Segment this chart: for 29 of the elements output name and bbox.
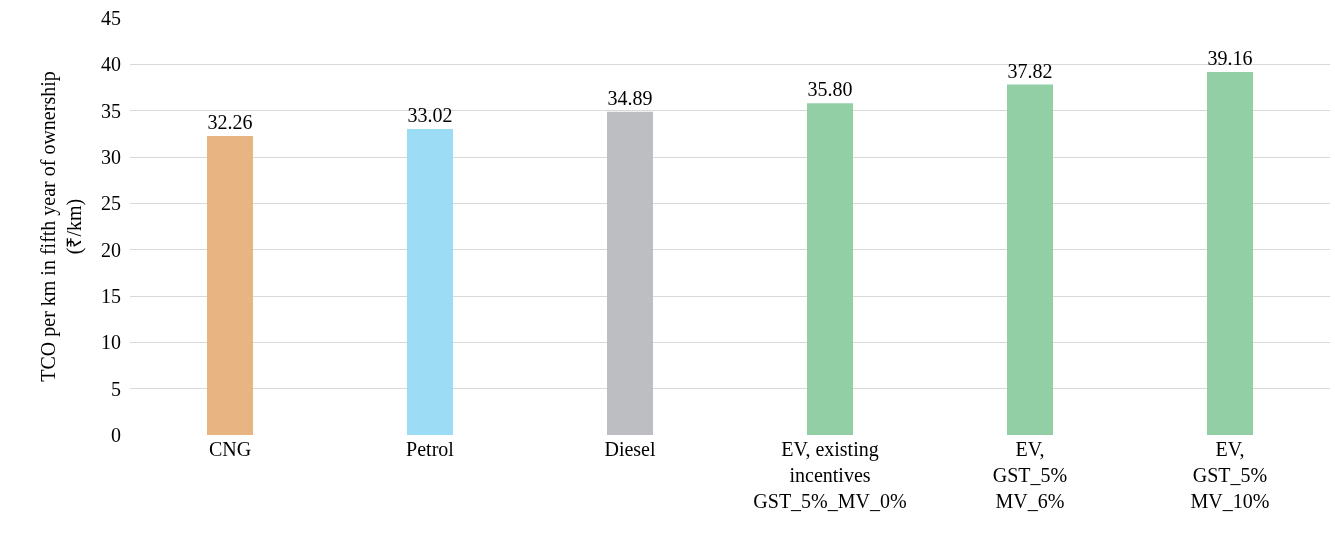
x-tick-label: EV, GST_5% MV_10% [1190,438,1270,512]
bar [207,136,253,435]
bar [1207,72,1253,435]
y-tick-label: 5 [111,377,121,400]
y-tick-label: 35 [101,99,121,122]
bar [607,111,653,435]
x-tick-label: Diesel [604,438,656,460]
bar [1007,84,1053,435]
bar [807,103,853,435]
x-tick-label: CNG [208,438,252,460]
data-label: 33.02 [407,104,453,127]
y-axis-title: TCO per km in fifth year of ownership (₹/km) [36,71,86,382]
y-tick-label: 30 [101,146,121,168]
data-label: 32.26 [207,111,253,134]
x-tick-label: EV, existing incentives GST_5%_MV_0% [753,438,907,512]
y-tick-label: 10 [101,331,121,354]
y-tick-label: 20 [101,238,121,261]
bar [407,129,453,435]
y-tick-label: 25 [101,192,121,215]
y-tick-label: 45 [101,7,121,29]
y-tick-label: 15 [101,285,121,307]
data-label: 37.82 [1007,59,1053,82]
x-tick-label: Petrol [406,438,455,460]
data-label: 35.80 [807,78,853,101]
y-tick-label: 0 [111,424,121,446]
x-tick-label: EV, GST_5% MV_6% [992,438,1068,512]
data-label: 34.89 [607,86,653,109]
data-label: 39.16 [1207,47,1253,70]
y-tick-label: 40 [101,53,121,76]
